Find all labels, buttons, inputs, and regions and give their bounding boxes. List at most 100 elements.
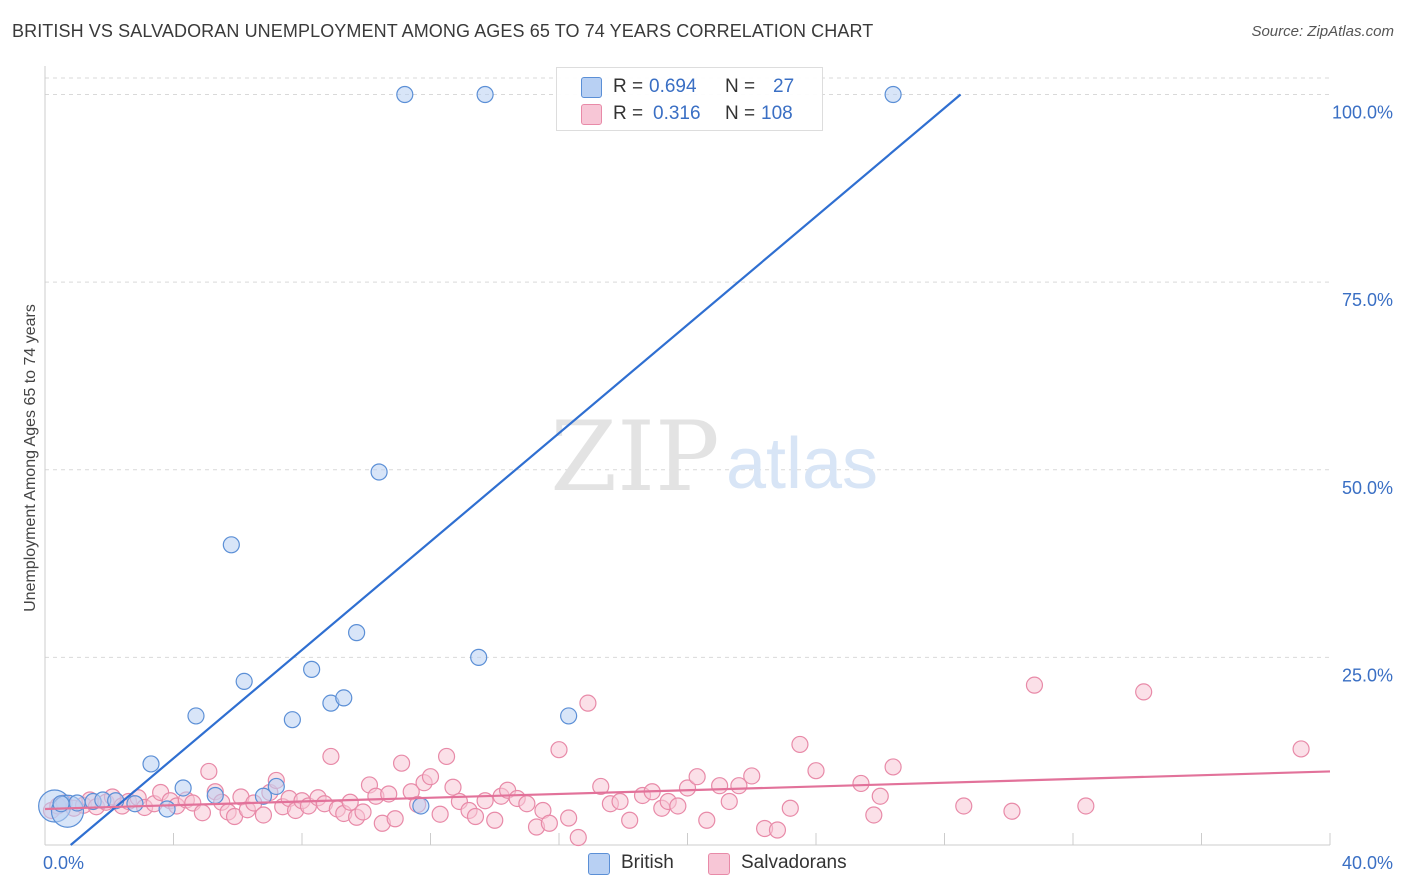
bottom-british-swatch: [588, 853, 610, 875]
salvadorans-point: [743, 767, 761, 785]
salvadorans-r-value: 0.316: [653, 103, 701, 124]
source-label: Source: ZipAtlas.com: [1251, 23, 1394, 40]
salvadorans-swatch: [581, 104, 602, 125]
y-tick-label: 25.0%: [1342, 665, 1393, 685]
watermark: ZIP atlas: [550, 401, 878, 513]
british-point: [158, 800, 176, 818]
bottom-legend-british: British: [588, 851, 708, 875]
y-tick-label: 75.0%: [1342, 290, 1393, 310]
british-point: [470, 648, 488, 666]
british-point: [476, 85, 494, 104]
salvadorans-point: [807, 762, 825, 780]
salvadorans-point: [540, 814, 558, 832]
british-n-label: N =: [725, 76, 756, 97]
british-r-label: R =: [613, 76, 644, 97]
salvadorans-point: [688, 768, 706, 786]
british-point: [348, 624, 366, 642]
british-trend-line: [69, 93, 962, 846]
chart-title: BRITISH VS SALVADORAN UNEMPLOYMENT AMONG…: [12, 21, 874, 41]
salvadorans-point: [884, 758, 902, 776]
grid-lines: [45, 77, 1330, 658]
british-point: [884, 85, 902, 104]
watermark-atlas: atlas: [726, 424, 878, 504]
british-point: [267, 777, 285, 796]
salvadorans-point: [871, 787, 889, 805]
salvadorans-point: [200, 762, 218, 781]
british-point: [412, 797, 430, 815]
salvadorans-point: [1077, 797, 1095, 815]
british-point: [303, 660, 321, 678]
salvadorans-n-label: N =: [725, 103, 756, 124]
salvadorans-point: [444, 778, 462, 796]
british-point: [335, 689, 353, 707]
salvadorans-point: [1025, 676, 1044, 694]
salvadorans-point: [781, 799, 799, 817]
trend-lines: [44, 93, 1331, 846]
british-point: [560, 707, 578, 725]
bottom-salvadorans-label: Salvadorans: [741, 852, 847, 873]
british-point: [396, 85, 414, 104]
axes: [44, 66, 1331, 846]
salvadorans-point: [579, 694, 597, 712]
british-point: [206, 786, 224, 805]
salvadorans-point: [431, 805, 449, 823]
salvadorans-point: [392, 754, 411, 772]
salvadorans-point: [341, 793, 359, 811]
british-swatch: [581, 77, 602, 98]
salvadorans-r-label: R =: [613, 103, 644, 124]
salvadorans-point: [386, 810, 404, 828]
salvadorans-point: [698, 811, 716, 829]
salvadorans-point: [621, 811, 639, 829]
salvadorans-n-value: 108: [761, 103, 793, 124]
british-point: [254, 787, 273, 805]
salvadorans-point: [865, 806, 883, 824]
bottom-legend-salvadorans: Salvadorans: [708, 851, 868, 875]
british-point: [187, 707, 205, 725]
x-tick-label-max: 40.0%: [1342, 853, 1393, 873]
salvadorans-point: [791, 735, 809, 754]
salvadorans-point: [322, 747, 340, 766]
salvadorans-point: [466, 807, 485, 826]
salvadorans-point: [720, 792, 738, 811]
salvadorans-point: [486, 811, 504, 829]
salvadorans-point: [1135, 683, 1153, 701]
salvadorans-point: [437, 747, 456, 766]
salvadorans-point: [768, 821, 787, 839]
salvadorans-point: [711, 777, 729, 795]
salvadorans-point: [678, 779, 697, 797]
british-point: [174, 779, 192, 797]
british-point: [370, 463, 388, 481]
tick-labels: 25.0% 50.0% 75.0% 100.0% 0.0% 40.0%: [43, 103, 1393, 873]
british-r-value: 0.694: [649, 76, 697, 97]
legend: R = 0.694 N = 27 R = 0.316 N = 108: [556, 67, 823, 131]
watermark-zip: ZIP: [550, 401, 719, 513]
y-tick-label: 50.0%: [1342, 478, 1393, 498]
salvadorans-point: [354, 803, 372, 821]
salvadorans-point: [421, 768, 440, 786]
salvadorans-point: [669, 797, 687, 815]
salvadorans-point: [550, 741, 568, 759]
salvadorans-point: [955, 797, 973, 815]
british-point: [126, 795, 144, 813]
british-n-value: 27: [773, 76, 795, 97]
salvadorans-points: [42, 676, 1310, 847]
salvadorans-point: [852, 774, 870, 793]
bottom-british-label: British: [621, 852, 674, 873]
salvadorans-trend-line: [44, 770, 1331, 811]
salvadorans-point: [254, 806, 273, 824]
british-point: [222, 536, 240, 554]
salvadorans-point: [560, 809, 578, 827]
salvadorans-point: [518, 795, 536, 813]
british-point: [283, 711, 301, 729]
x-tick-label-min: 0.0%: [43, 853, 84, 873]
salvadorans-point: [611, 792, 629, 811]
bottom-salvadorans-swatch: [708, 853, 730, 875]
salvadorans-point: [592, 777, 610, 796]
salvadorans-point: [569, 828, 587, 847]
salvadorans-point: [1003, 802, 1021, 820]
british-point: [142, 755, 160, 773]
salvadorans-point: [193, 804, 212, 822]
salvadorans-point: [1292, 740, 1310, 758]
british-point: [235, 672, 253, 690]
